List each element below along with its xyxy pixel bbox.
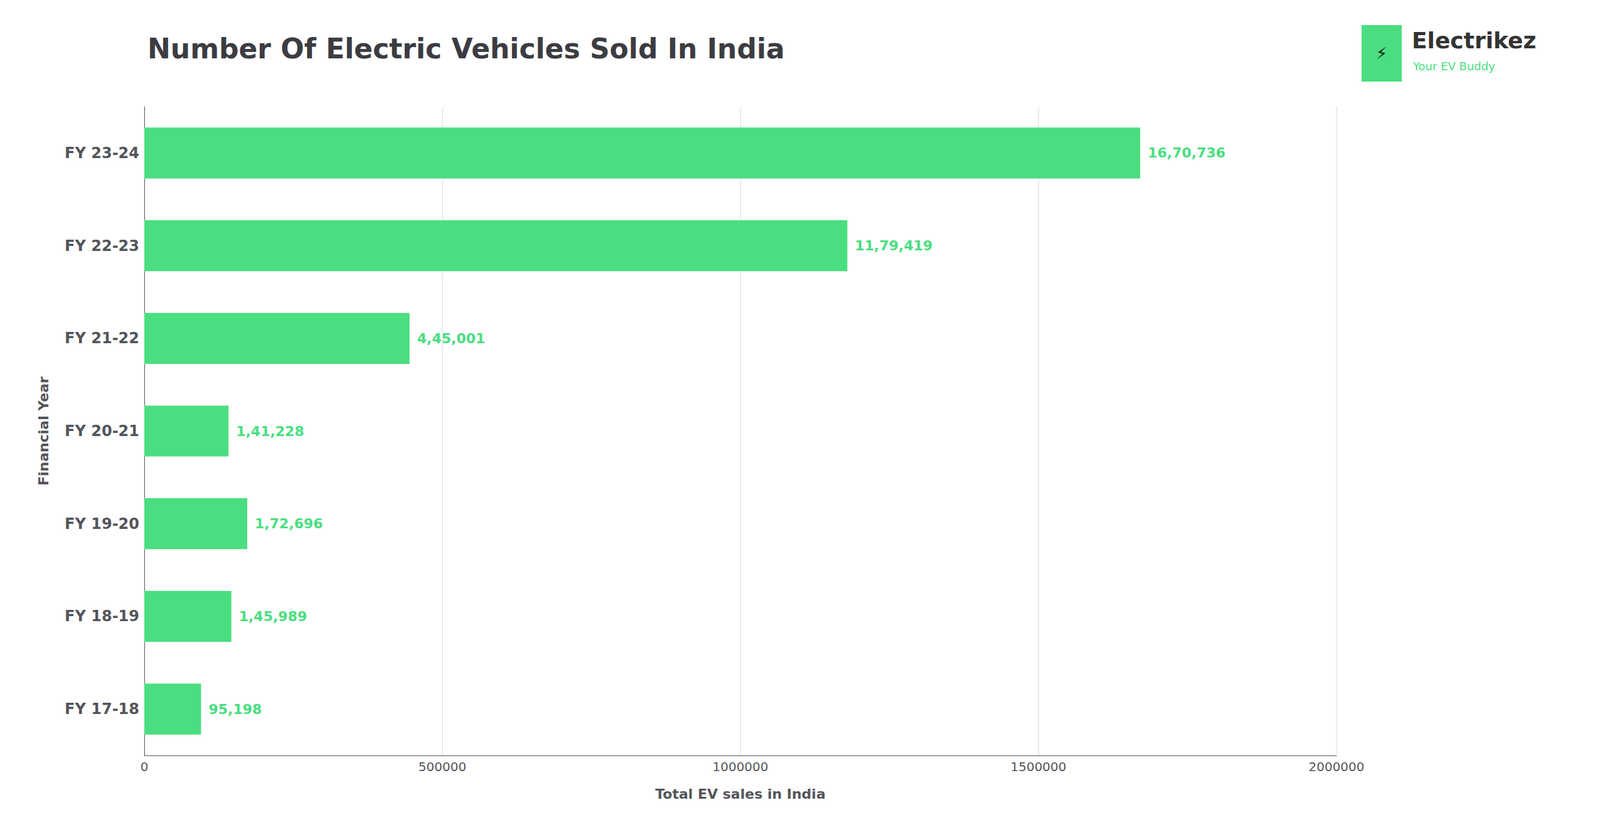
- svg-text:1,72,696: 1,72,696: [254, 515, 324, 532]
- svg-text:⚡: ⚡: [1376, 43, 1388, 63]
- svg-text:FY 19-20: FY 19-20: [64, 515, 140, 533]
- svg-text:1,41,228: 1,41,228: [235, 423, 305, 440]
- svg-text:Number Of Electric Vehicles So: Number Of Electric Vehicles Sold In Indi…: [147, 32, 785, 65]
- svg-text:16,70,736: 16,70,736: [1147, 144, 1226, 161]
- svg-text:FY 20-21: FY 20-21: [64, 422, 140, 440]
- svg-text:FY 17-18: FY 17-18: [64, 700, 140, 718]
- svg-text:4,45,001: 4,45,001: [417, 330, 486, 347]
- svg-text:FY 21-22: FY 21-22: [64, 329, 140, 347]
- svg-text:11,79,419: 11,79,419: [854, 237, 933, 254]
- svg-text:2000000: 2000000: [1308, 759, 1365, 775]
- svg-text:FY 22-23: FY 22-23: [64, 237, 140, 255]
- svg-text:Total EV sales in India: Total EV sales in India: [655, 786, 826, 802]
- svg-text:1500000: 1500000: [1010, 759, 1067, 775]
- svg-text:FY 23-24: FY 23-24: [64, 144, 140, 162]
- svg-text:1,45,989: 1,45,989: [239, 608, 308, 625]
- svg-text:FY 18-19: FY 18-19: [64, 607, 140, 625]
- svg-text:95,198: 95,198: [208, 701, 262, 718]
- svg-text:500000: 500000: [418, 759, 467, 775]
- svg-text:0: 0: [140, 759, 149, 775]
- svg-text:Your EV Buddy: Your EV Buddy: [1412, 59, 1496, 73]
- svg-text:Financial Year: Financial Year: [35, 376, 52, 486]
- svg-text:1000000: 1000000: [712, 759, 768, 775]
- svg-text:Electrikez: Electrikez: [1411, 27, 1536, 54]
